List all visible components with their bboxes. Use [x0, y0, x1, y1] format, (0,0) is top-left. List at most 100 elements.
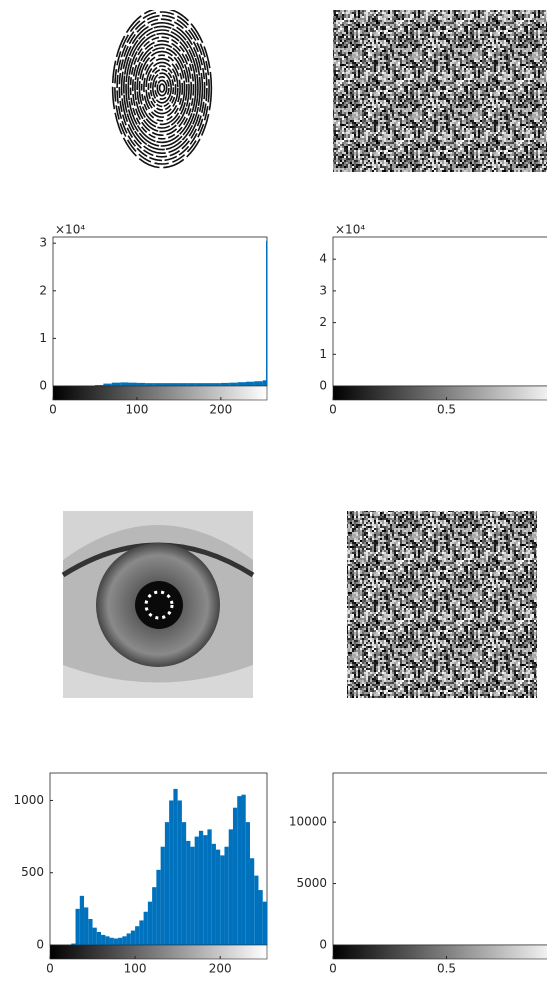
colorbar [333, 386, 547, 400]
bar [246, 382, 254, 386]
bar [97, 932, 101, 945]
x-tick-label: 200 [209, 962, 232, 976]
bar [154, 383, 162, 386]
bar [233, 808, 237, 945]
bar [105, 936, 109, 945]
fingerprint-image [55, 8, 267, 172]
bar [127, 933, 131, 945]
bar [152, 887, 156, 945]
bar [203, 835, 207, 945]
bar [156, 870, 160, 945]
bar [139, 920, 143, 945]
colorbar [50, 945, 267, 959]
bar [229, 829, 233, 945]
y-tick-label: 500 [21, 865, 44, 879]
bar [178, 800, 182, 945]
bar [169, 800, 173, 945]
bar [161, 847, 165, 945]
bar [173, 789, 177, 945]
y-tick-label: 5000 [296, 876, 327, 890]
noise-image [347, 511, 537, 698]
noise-image [333, 10, 547, 172]
bar [103, 384, 111, 386]
bar [224, 847, 228, 945]
x-tick-label: 200 [209, 403, 232, 417]
y-tick-label: 2 [39, 283, 47, 297]
bar [112, 383, 120, 386]
bar [199, 831, 203, 945]
x-tick-label: 0 [46, 962, 54, 976]
eye-image [63, 511, 253, 698]
bar [145, 383, 153, 386]
bar [266, 905, 268, 945]
bar [84, 907, 88, 945]
bar [122, 936, 126, 945]
bar [229, 383, 237, 386]
bar [216, 850, 220, 945]
bar [196, 383, 204, 386]
x-tick-label: 0.5 [437, 403, 456, 417]
bar [212, 844, 216, 945]
axes-box [333, 773, 547, 945]
bar [135, 926, 139, 945]
colorbar [53, 386, 267, 400]
y-tick-label: 0 [39, 379, 47, 393]
y-tick-label: 1000 [13, 793, 44, 807]
bar [237, 796, 241, 945]
y-tick-label: 1 [39, 331, 47, 345]
bar [195, 837, 199, 945]
bar [190, 847, 194, 945]
x-tick-label: 0.5 [437, 962, 456, 976]
y-tick-label: 0 [319, 938, 327, 952]
bar [204, 383, 212, 386]
y-tick-label: 3 [39, 236, 47, 250]
bar [179, 383, 187, 386]
bar [182, 822, 186, 945]
y-tick-label: 3 [319, 283, 327, 297]
y-tick-label: 0 [319, 379, 327, 393]
bar [110, 938, 114, 945]
bar [212, 383, 220, 386]
x-tick-label: 0 [329, 962, 337, 976]
bar [101, 935, 105, 945]
x-tick-label: 0 [49, 403, 57, 417]
bar [120, 382, 128, 386]
axes-box [53, 237, 267, 386]
y-exponent: ×10⁴ [335, 223, 365, 237]
bar [88, 919, 92, 945]
bar [144, 912, 148, 945]
y-tick-label: 0 [36, 938, 44, 952]
bar [114, 938, 118, 945]
bar [76, 909, 80, 945]
bar [250, 858, 254, 945]
bar [162, 383, 170, 386]
y-tick-label: 2 [319, 315, 327, 329]
bar [221, 383, 229, 386]
bar [258, 890, 262, 945]
x-tick-label: 100 [125, 403, 148, 417]
y-exponent: ×10⁴ [55, 223, 85, 237]
y-tick-label: 4 [319, 252, 327, 266]
bar [148, 902, 152, 945]
bar [254, 876, 258, 945]
y-tick-label: 1 [319, 347, 327, 361]
bar [266, 241, 268, 386]
bar [170, 383, 178, 386]
bar [220, 855, 224, 945]
bar [207, 829, 211, 945]
bar [129, 383, 137, 386]
bar [93, 928, 97, 945]
bar [238, 382, 246, 386]
bar [118, 938, 122, 945]
bar [186, 841, 190, 945]
y-tick-label: 10000 [289, 815, 327, 829]
bar [165, 822, 169, 945]
bar [137, 383, 145, 386]
bar [246, 822, 250, 945]
bar [254, 381, 262, 386]
bar [131, 931, 135, 945]
axes-box [333, 237, 547, 386]
